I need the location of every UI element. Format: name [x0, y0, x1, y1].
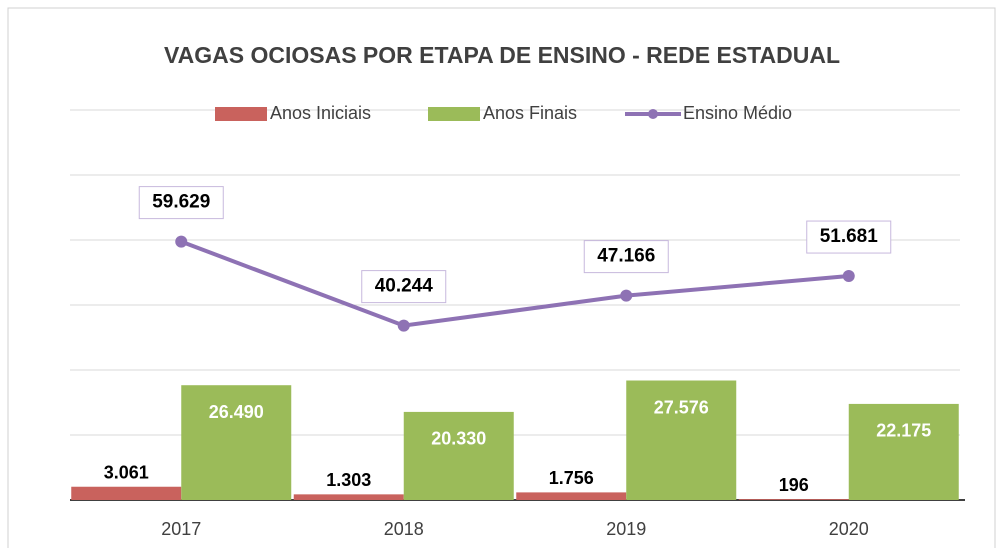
legend-label: Ensino Médio	[683, 103, 792, 123]
legend-swatch	[215, 107, 267, 121]
data-label: 59.629	[152, 192, 210, 213]
legend-label: Anos Finais	[483, 103, 577, 123]
legend-label: Anos Iniciais	[270, 103, 371, 123]
data-label: 20.330	[431, 429, 486, 449]
data-label: 196	[779, 475, 809, 495]
bar	[403, 411, 514, 500]
line-point	[620, 289, 633, 302]
line-point	[175, 235, 188, 248]
line	[180, 239, 849, 328]
bar	[293, 494, 404, 500]
chart-title: VAGAS OCIOSAS POR ETAPA DE ENSINO - REDE…	[164, 42, 840, 68]
data-label: 1.756	[549, 468, 594, 488]
x-tick-label: 2017	[161, 519, 201, 539]
line-point	[842, 270, 855, 283]
data-label-box	[583, 240, 669, 274]
data-label: 3.061	[104, 462, 149, 482]
line-point	[397, 319, 410, 332]
x-tick-label: 2019	[606, 519, 646, 539]
legend-swatch	[648, 109, 658, 119]
data-label-box	[361, 270, 447, 304]
bar	[738, 499, 849, 500]
bar	[516, 492, 627, 500]
legend-swatch	[428, 107, 480, 121]
bar	[181, 385, 292, 500]
x-tick-label: 2018	[384, 519, 424, 539]
data-label: 22.175	[876, 421, 931, 441]
data-label: 27.576	[654, 397, 709, 417]
data-label: 1.303	[326, 470, 371, 490]
data-label: 40.244	[375, 276, 434, 297]
bar	[848, 403, 959, 500]
data-label: 26.490	[209, 402, 264, 422]
data-label: 51.681	[820, 226, 879, 247]
data-label: 47.166	[597, 246, 655, 267]
bar	[626, 380, 737, 500]
x-tick-label: 2020	[829, 519, 869, 539]
data-label-box	[138, 186, 224, 220]
data-label-box	[806, 220, 892, 254]
bar	[71, 486, 182, 500]
